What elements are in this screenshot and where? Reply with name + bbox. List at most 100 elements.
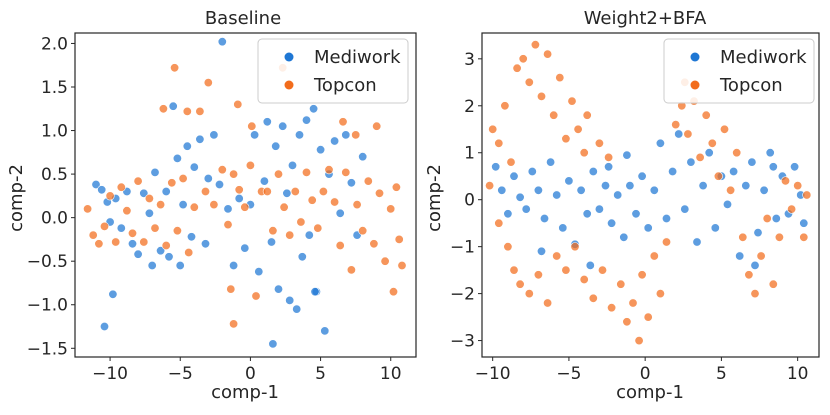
legend-label-mediwork: Mediwork [720, 47, 807, 68]
x-tick-label: 0 [245, 364, 256, 384]
y-tick-label: 1.5 [41, 78, 68, 98]
point-topcon-60 [799, 232, 809, 242]
point-topcon-23 [552, 251, 562, 261]
point-mediwork-2 [503, 209, 513, 219]
y-tick-label: 0 [464, 191, 475, 211]
point-mediwork-12 [564, 176, 574, 186]
point-mediwork-18 [178, 200, 188, 210]
point-mediwork-28 [661, 214, 671, 224]
point-mediwork-31 [680, 204, 690, 214]
point-topcon-14 [161, 241, 171, 251]
point-topcon-12 [561, 134, 571, 144]
point-topcon-23 [203, 78, 213, 88]
point-mediwork-38 [722, 199, 732, 209]
point-topcon-22 [543, 298, 553, 308]
y-tick-label: 0.5 [41, 165, 68, 185]
point-topcon-20 [524, 289, 534, 299]
point-mediwork-1 [497, 185, 507, 195]
point-topcon-39 [285, 230, 295, 240]
point-topcon-28 [597, 265, 607, 275]
point-topcon-10 [139, 237, 149, 247]
point-mediwork-11 [558, 223, 568, 233]
point-mediwork-49 [790, 162, 800, 172]
point-topcon-46 [713, 171, 723, 181]
y-tick-label: −1.5 [27, 339, 68, 359]
point-topcon-64 [594, 138, 604, 148]
point-topcon-57 [780, 176, 790, 186]
point-topcon-7 [122, 206, 132, 216]
point-topcon-2 [94, 239, 104, 249]
point-topcon-38 [661, 237, 671, 247]
point-mediwork-32 [686, 157, 696, 167]
point-topcon-63 [351, 130, 361, 140]
point-topcon-7 [530, 40, 540, 50]
point-mediwork-36 [262, 117, 272, 127]
point-topcon-45 [707, 138, 717, 148]
point-mediwork-8 [539, 214, 549, 224]
point-topcon-20 [189, 202, 199, 212]
point-topcon-24 [561, 265, 571, 275]
point-topcon-53 [363, 176, 373, 186]
point-topcon-41 [683, 129, 693, 139]
point-topcon-63 [582, 110, 592, 120]
point-mediwork-22 [625, 181, 635, 191]
point-mediwork-35 [259, 176, 269, 186]
point-topcon-17 [503, 242, 513, 252]
point-mediwork-26 [215, 180, 225, 190]
y-ticks: −1.5 −1.0 −0.5 0.0 0.5 1.0 1.5 2.0 [27, 34, 75, 359]
point-topcon-14 [573, 124, 583, 134]
point-topcon-26 [223, 220, 233, 230]
y-axis-label: comp-2 [6, 164, 27, 232]
point-mediwork-6 [527, 167, 537, 177]
point-topcon-47 [330, 197, 340, 207]
point-topcon-66 [182, 106, 192, 116]
point-mediwork-53 [750, 260, 760, 270]
point-mediwork-35 [704, 148, 714, 158]
point-mediwork-7 [533, 185, 543, 195]
point-mediwork-46 [771, 214, 781, 224]
point-topcon-54 [762, 214, 772, 224]
point-mediwork-10 [144, 208, 154, 218]
point-topcon-8 [536, 91, 546, 101]
point-mediwork-40 [278, 121, 288, 131]
point-topcon-51 [744, 270, 754, 280]
legend: Mediwork Topcon [663, 38, 815, 104]
point-topcon-9 [133, 176, 143, 186]
point-mediwork-44 [759, 185, 769, 195]
point-mediwork-19 [607, 218, 617, 228]
point-topcon-49 [732, 148, 742, 158]
point-topcon-4 [105, 191, 115, 201]
x-axis-label: comp-1 [211, 382, 279, 403]
point-topcon-43 [307, 195, 317, 205]
point-topcon-2 [500, 101, 510, 111]
point-topcon-44 [313, 223, 323, 233]
point-topcon-65 [604, 152, 614, 162]
point-topcon-51 [352, 200, 362, 210]
point-mediwork-56 [585, 260, 595, 270]
legend-marker-topcon [690, 80, 700, 90]
point-topcon-53 [756, 251, 766, 261]
point-mediwork-18 [600, 181, 610, 191]
legend-box [257, 38, 409, 104]
point-topcon-68 [247, 121, 257, 131]
point-mediwork-5 [521, 204, 531, 214]
point-topcon-57 [386, 204, 396, 214]
point-mediwork-33 [250, 130, 260, 140]
point-mediwork-52 [768, 162, 778, 172]
x-tick-label: −10 [475, 364, 511, 384]
legend: Mediwork Topcon [257, 38, 409, 104]
point-mediwork-51 [799, 218, 809, 228]
point-topcon-1 [88, 230, 98, 240]
point-mediwork-48 [304, 230, 314, 240]
point-mediwork-23 [631, 209, 641, 219]
chart-title: Weight2+BFA [584, 8, 707, 29]
point-mediwork-61 [100, 321, 110, 331]
point-topcon-56 [380, 256, 390, 266]
y-tick-label: −0.5 [27, 252, 68, 272]
point-topcon-59 [793, 181, 803, 191]
point-topcon-28 [234, 185, 244, 195]
point-topcon-61 [802, 190, 812, 200]
point-mediwork-24 [637, 171, 647, 181]
legend-label-mediwork: Mediwork [314, 47, 401, 68]
